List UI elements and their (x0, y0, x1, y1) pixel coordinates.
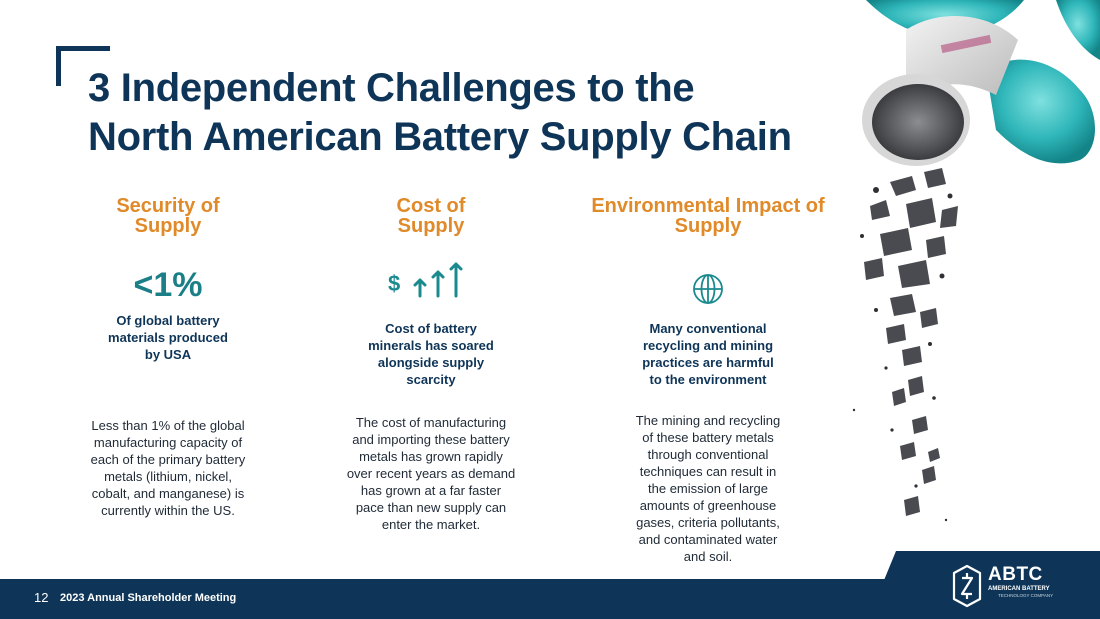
heading-line-2: Supply (397, 215, 465, 237)
stat-value: <1% (133, 266, 203, 304)
column-subheading: Of global battery materials produced by … (58, 312, 278, 363)
body-line: techniques can result in (639, 464, 777, 479)
body-line: metals has grown rapidly (359, 449, 503, 464)
body-line: gases, criteria pollutants, (636, 515, 780, 530)
body-line: The cost of manufacturing (355, 415, 507, 430)
heading-line-2: Supply (134, 215, 202, 237)
event-label: 2023 Annual Shareholder Meeting (60, 592, 237, 604)
logo-company-name: AMERICAN BATTERY (988, 586, 1050, 592)
body-line: each of the primary battery (90, 452, 246, 467)
heading-line-1: Cost of (396, 195, 466, 217)
footer-logo-tab (868, 551, 1100, 619)
subheading-line: Cost of battery (385, 321, 477, 336)
body-line: enter the market. (381, 517, 481, 532)
dollar-rising-arrows-icon: $ (326, 260, 536, 300)
body-line: currently within the US. (101, 503, 235, 518)
globe-icon (568, 272, 848, 306)
subheading-line: practices are harmful (642, 355, 774, 370)
body-line: metals (lithium, nickel, (104, 469, 232, 484)
body-line: amounts of greenhouse (639, 498, 777, 513)
column-subheading: Many conventional recycling and mining p… (568, 320, 848, 388)
column-body: The cost of manufacturing and importing … (326, 414, 536, 533)
page-number: 12 (34, 590, 49, 605)
body-line: pace than new supply can (355, 500, 507, 515)
column-environmental-impact: Environmental Impact of Supply Many conv… (568, 196, 848, 565)
subheading-line: materials produced (108, 330, 228, 345)
body-line: over recent years as demand (346, 466, 516, 481)
dollar-sign-icon: $ (388, 271, 401, 296)
body-line: Less than 1% of the global (91, 418, 245, 433)
body-line: and contaminated water (638, 532, 778, 547)
heading-line-1: Security of (116, 195, 220, 217)
logo-tagline: TECHNOLOGY COMPANY (998, 593, 1054, 598)
heading-line-1: Environmental Impact of (591, 195, 825, 217)
column-body: Less than 1% of the global manufacturing… (58, 417, 278, 519)
subheading-line: alongside supply (377, 355, 485, 370)
column-security-of-supply: Security of Supply <1% Of global battery… (58, 196, 278, 519)
slide-title: 3 Independent Challenges to the North Am… (88, 64, 868, 162)
abtc-logo-mark-icon (952, 564, 982, 608)
body-line: manufacturing capacity of (93, 435, 243, 450)
heading-line-2: Supply (674, 215, 742, 237)
abtc-logo: ABTC AMERICAN BATTERY TECHNOLOGY COMPANY (950, 562, 1070, 610)
globe-icon-graphic (693, 274, 723, 304)
body-line: through conventional (647, 447, 769, 462)
column-heading: Cost of Supply (326, 196, 536, 236)
title-line-2: North American Battery Supply Chain (88, 115, 792, 159)
column-subheading: Cost of battery minerals has soared alon… (326, 320, 536, 388)
body-line: cobalt, and manganese) is (91, 486, 245, 501)
logo-short-name: ABTC (988, 564, 1043, 585)
corner-bracket-decoration (56, 46, 110, 86)
subheading-line: scarcity (406, 372, 456, 387)
subheading-line: to the environment (649, 372, 767, 387)
subheading-line: Many conventional (649, 321, 767, 336)
body-line: of these battery metals (642, 430, 774, 445)
body-line: The mining and recycling (635, 413, 781, 428)
column-heading: Security of Supply (58, 196, 278, 236)
subheading-line: by USA (144, 347, 192, 362)
body-line: has grown at a far faster (360, 483, 502, 498)
subheading-line: minerals has soared (368, 338, 494, 353)
column-heading: Environmental Impact of Supply (568, 196, 848, 236)
body-line: the emission of large (648, 481, 768, 496)
body-line: and importing these battery (352, 432, 510, 447)
column-body: The mining and recycling of these batter… (568, 412, 848, 565)
subheading-line: Of global battery (116, 313, 220, 328)
column-cost-of-supply: Cost of Supply $ Cost of battery mineral… (326, 196, 536, 533)
black-mass-pouring-illustration (852, 0, 1100, 522)
body-line: and soil. (683, 549, 733, 564)
rising-arrows-icon (413, 262, 463, 298)
title-line-1: 3 Independent Challenges to the (88, 66, 695, 110)
subheading-line: recycling and mining (642, 338, 774, 353)
